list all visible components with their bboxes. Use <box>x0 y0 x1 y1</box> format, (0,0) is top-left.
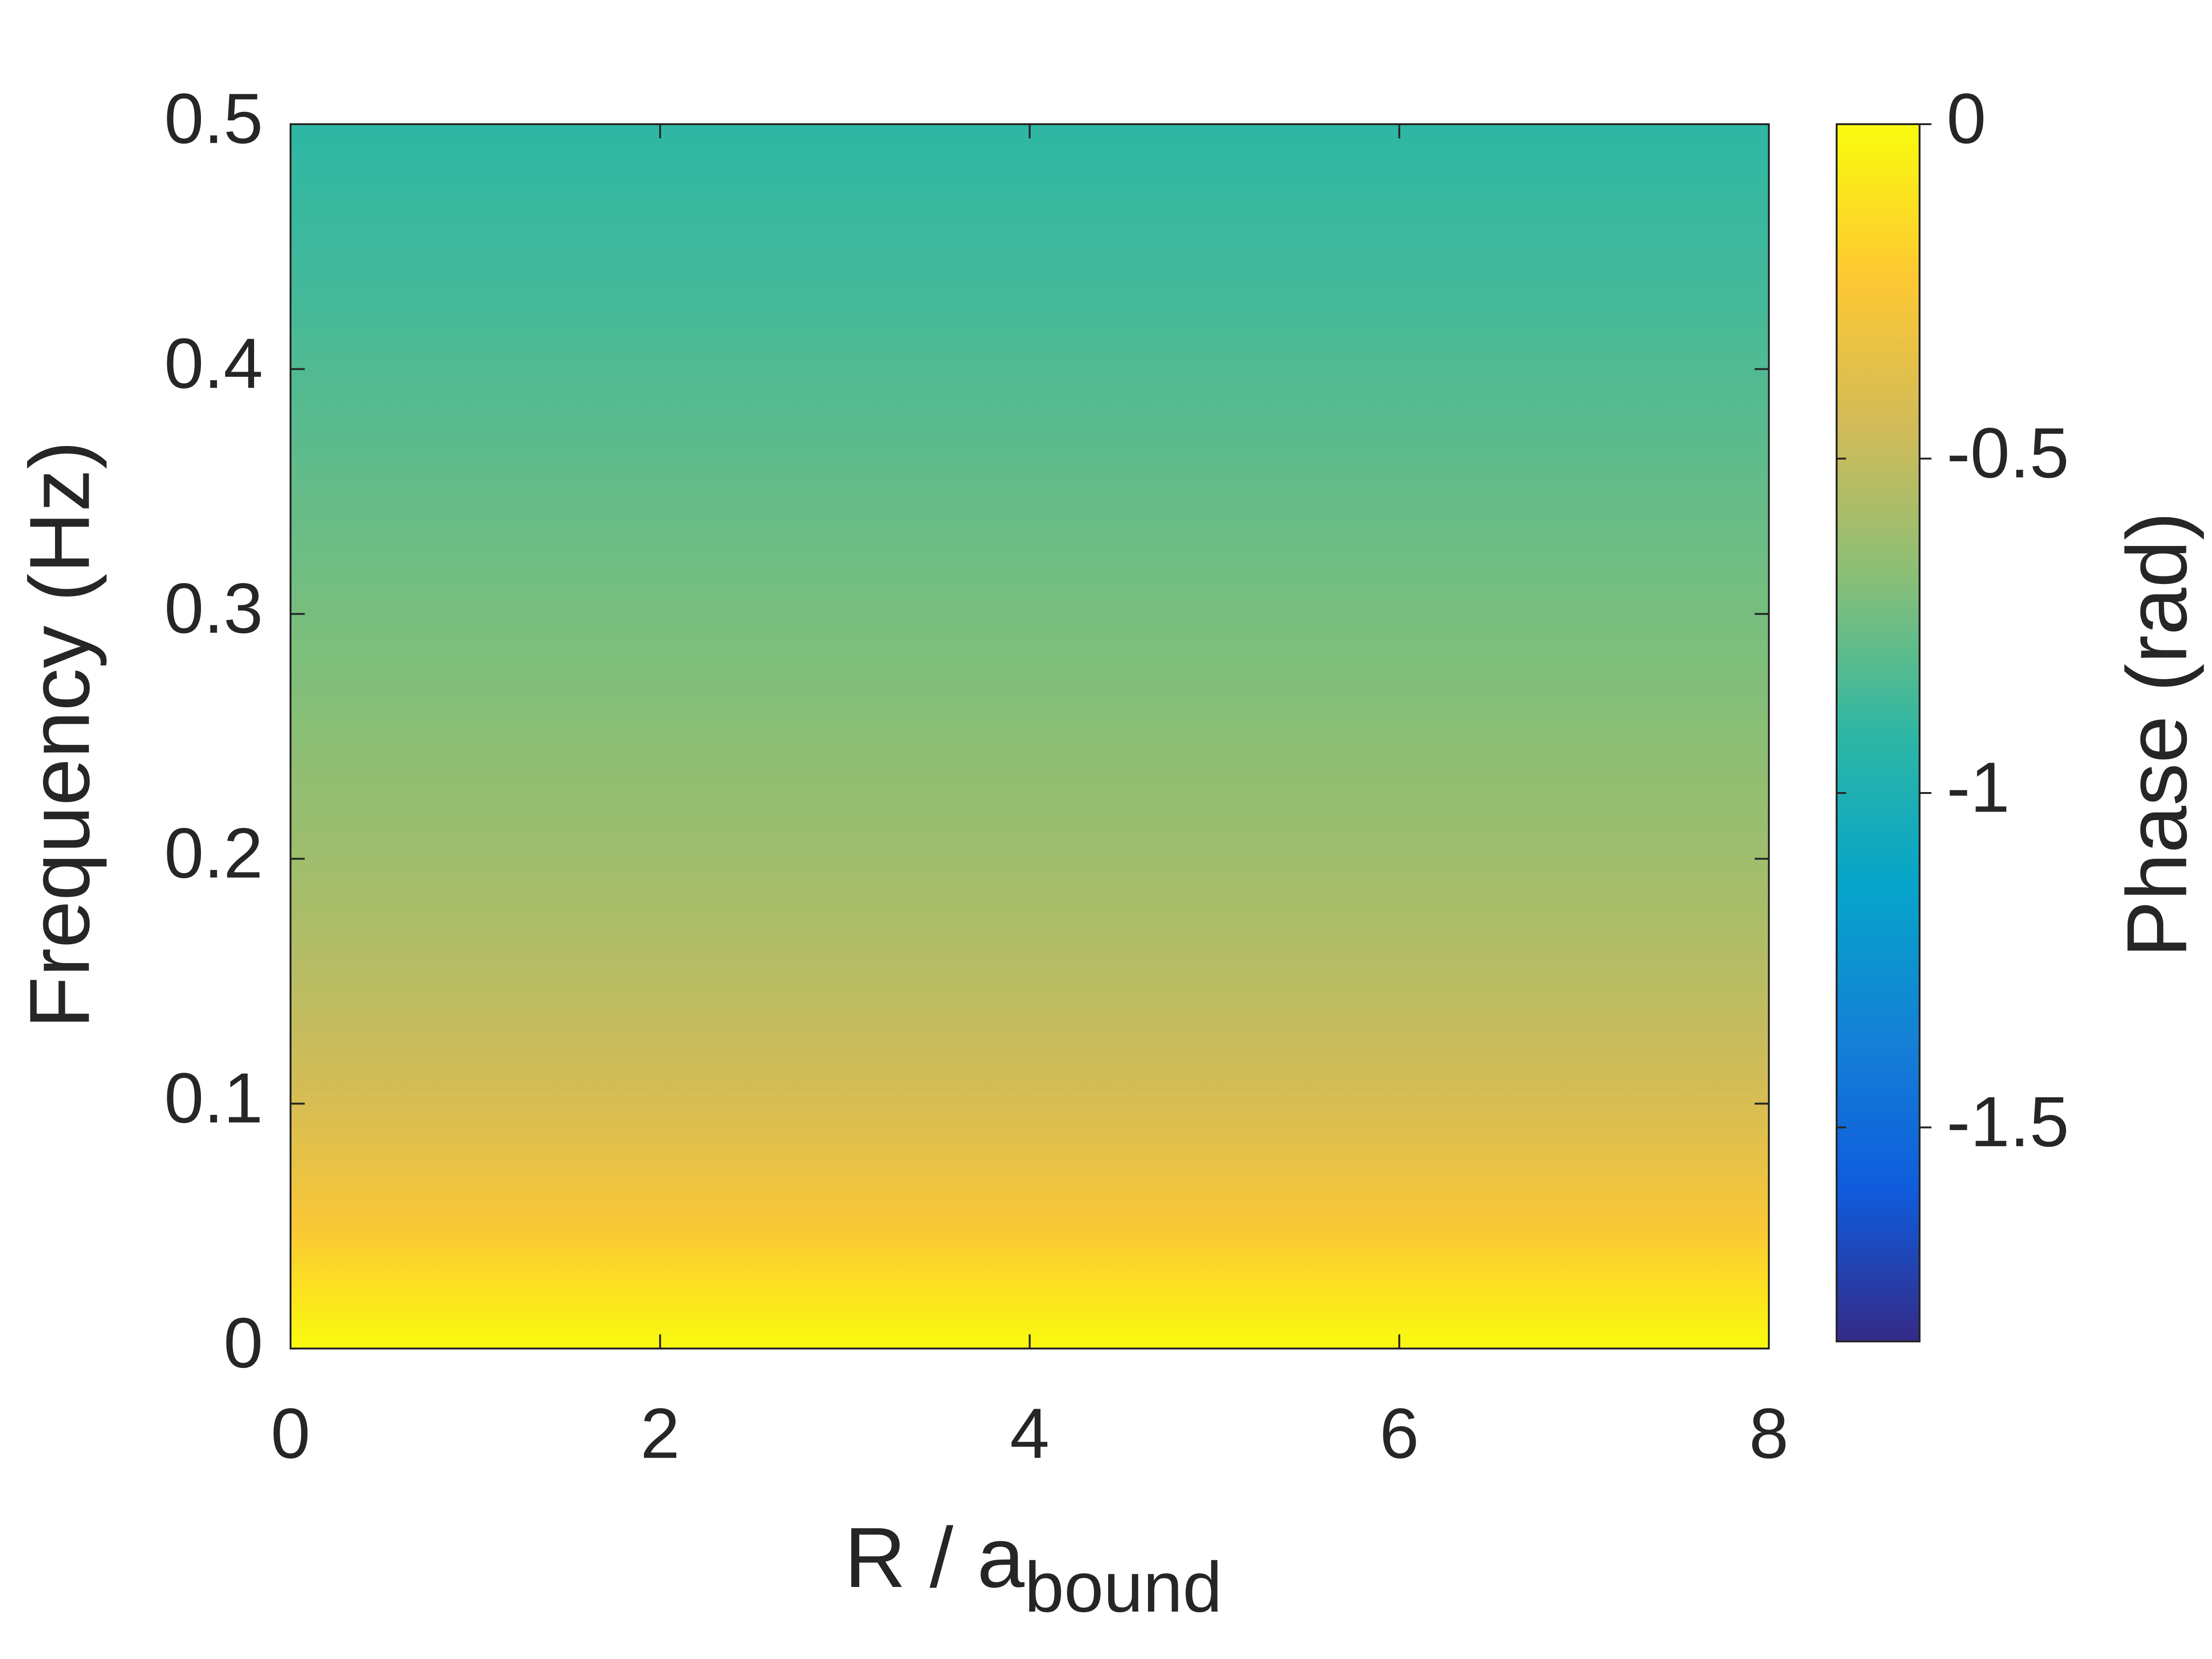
heatmap-band <box>291 797 1769 859</box>
x-tick-label: 4 <box>1010 1394 1049 1473</box>
colorbar-label: Phase (rad) <box>2110 512 2205 957</box>
y-axis-label: Frequency (Hz) <box>12 441 108 1029</box>
heatmap-band <box>291 246 1769 308</box>
heatmap-band <box>291 613 1769 675</box>
y-tick-label: 0.1 <box>164 1058 263 1138</box>
heatmap-band <box>291 858 1769 921</box>
y-tick-label: 0.3 <box>164 568 263 648</box>
heatmap-band <box>291 981 1769 1043</box>
colorbar <box>1836 123 1921 1342</box>
heatmap-band <box>291 430 1769 492</box>
heatmap-band <box>291 552 1769 614</box>
colorbar-tick-label: -1.5 <box>1947 1082 2069 1161</box>
x-label-main: R / a <box>844 1510 1025 1605</box>
x-tick-label: 6 <box>1380 1394 1419 1473</box>
heatmap-band <box>291 736 1769 798</box>
colorbar-tick-label: -0.5 <box>1947 413 2069 492</box>
heatmap-band <box>291 920 1769 982</box>
x-label-sub: bound <box>1025 1547 1222 1627</box>
heatmap-band <box>291 1165 1769 1227</box>
y-tick-label: 0.5 <box>164 79 263 158</box>
heatmap-band <box>291 1042 1769 1104</box>
heatmap-band <box>291 491 1769 553</box>
x-tick-label: 0 <box>271 1394 310 1473</box>
y-tick-label: 0 <box>224 1303 263 1383</box>
heatmap-band <box>291 369 1769 431</box>
heatmap-band <box>291 1103 1769 1166</box>
x-tick-label: 2 <box>640 1394 680 1473</box>
heatmap-band <box>291 307 1769 370</box>
y-tick-label: 0.2 <box>164 813 263 893</box>
y-tick-label: 0.4 <box>164 323 263 403</box>
x-axis-label: R / abound <box>844 1510 1222 1627</box>
heatmap-band <box>291 675 1769 737</box>
heatmap-band <box>291 1226 1769 1288</box>
x-tick-label: 8 <box>1749 1394 1788 1473</box>
heatmap-band <box>291 185 1769 247</box>
colorbar-tick-label: -1 <box>1947 747 2010 827</box>
colorbar-tick-label: 0 <box>1947 79 1986 158</box>
